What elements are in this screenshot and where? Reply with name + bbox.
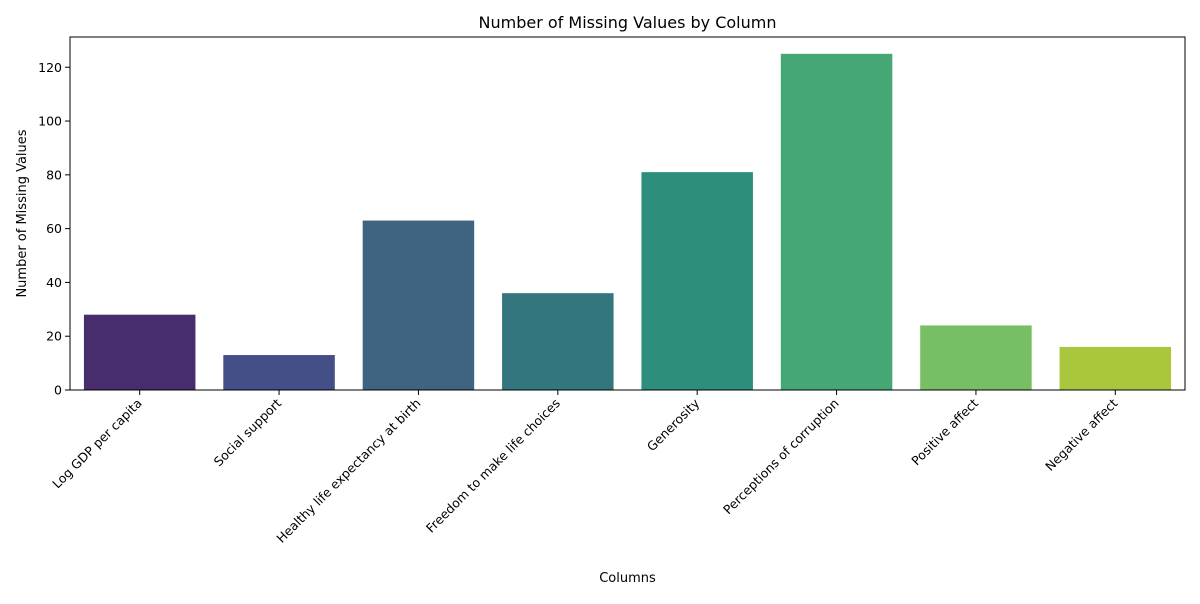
bar-freedom-to-make-life-choices <box>502 293 614 390</box>
y-tick-label: 20 <box>46 329 62 344</box>
y-tick-label: 80 <box>46 167 62 182</box>
y-axis-label: Number of Missing Values <box>15 129 30 297</box>
y-axis: 0 20 40 60 80 100 120 <box>38 60 70 398</box>
bars-layer <box>83 53 1172 391</box>
bar-generosity <box>641 172 753 390</box>
y-tick-label: 40 <box>46 275 62 290</box>
y-tick-label: 0 <box>54 383 62 398</box>
bar-negative-affect <box>1059 346 1172 390</box>
x-tick-label: Positive affect <box>908 395 981 468</box>
bar-social-support <box>223 355 335 390</box>
x-tick-label: Generosity <box>644 395 703 454</box>
x-tick-label: Social support <box>211 395 285 469</box>
x-tick-label: Freedom to make life choices <box>423 396 563 536</box>
y-tick-label: 120 <box>38 60 62 75</box>
bar-log-gdp-per-capita <box>83 314 196 390</box>
bar-positive-affect <box>920 325 1032 390</box>
bar-perceptions-of-corruption <box>780 53 893 391</box>
x-tick-label: Log GDP per capita <box>49 396 145 492</box>
x-tick-label: Perceptions of corruption <box>720 396 842 518</box>
y-tick-label: 100 <box>38 114 62 129</box>
plot-frame <box>69 36 1186 391</box>
bar-healthy-life-expectancy-at-birth <box>362 220 475 390</box>
chart-title: Number of Missing Values by Column <box>479 13 777 32</box>
x-tick-label: Healthy life expectancy at birth <box>273 396 423 546</box>
x-tick-label: Negative affect <box>1042 395 1120 473</box>
x-axis-label: Columns <box>599 571 656 586</box>
x-axis: Log GDP per capita Social supportHealthy … <box>49 390 1120 546</box>
y-tick-label: 60 <box>46 221 62 236</box>
